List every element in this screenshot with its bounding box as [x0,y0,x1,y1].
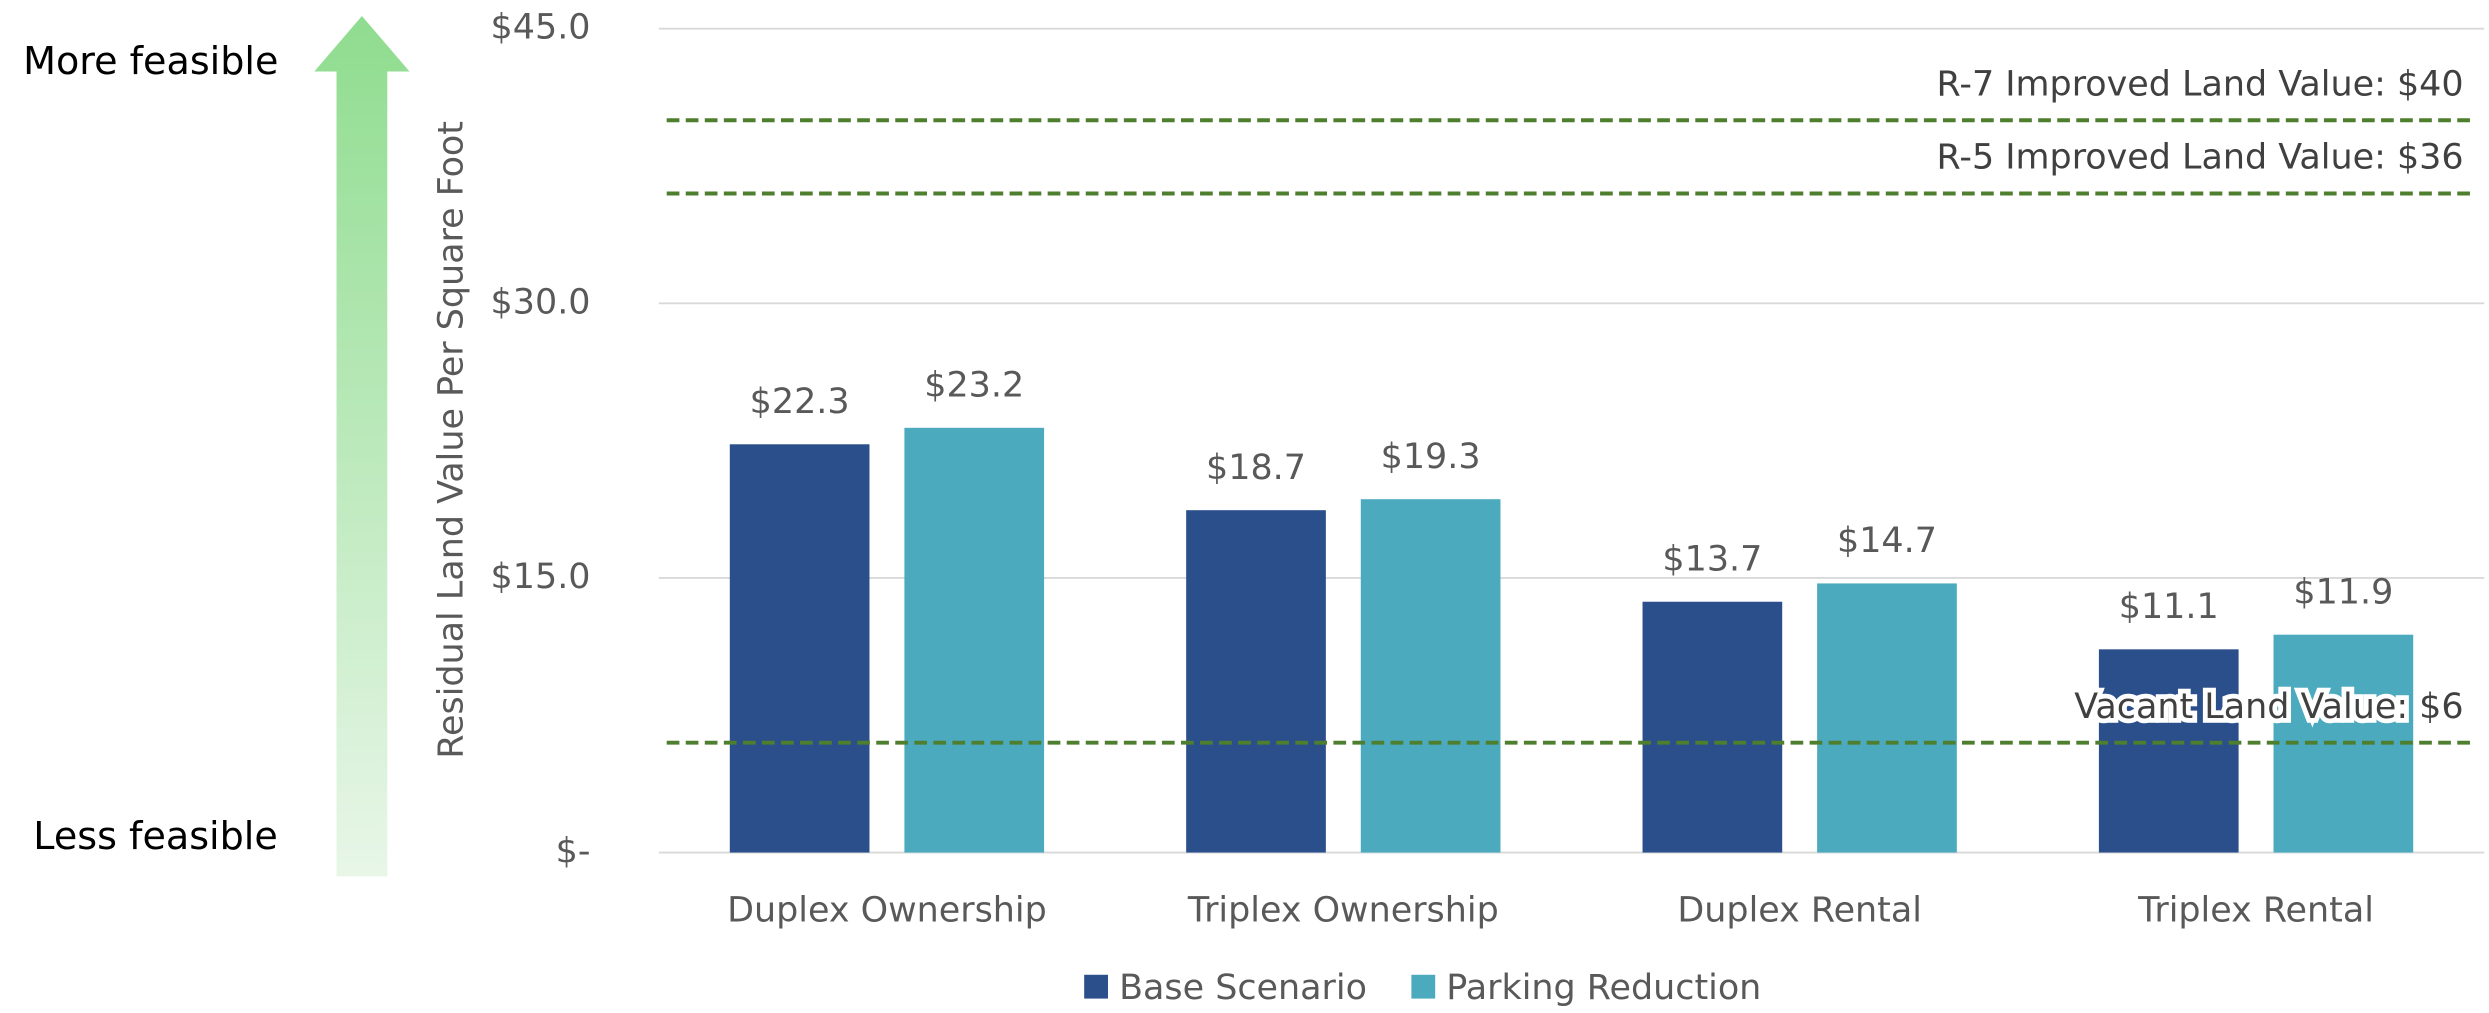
bar [1360,499,1501,853]
x-tick-label: Triplex Rental [2137,890,2374,930]
legend-swatch [1084,974,1108,999]
y-tick-label: $15.0 [491,557,591,597]
y-tick-label: $30.0 [491,282,591,322]
reference-label: Vacant Land Value: $6 [2074,687,2463,727]
y-tick-label: $- [556,832,591,872]
value-label: $11.1 [2119,587,2219,627]
legend-label: Base Scenario [1119,968,1367,1008]
x-tick-label: Triplex Ownership [1187,890,1499,930]
y-axis-label: Residual Land Value Per Square Foot [431,121,471,759]
bar [1186,510,1326,853]
value-label: $22.3 [750,382,850,422]
bar [1817,583,1957,853]
x-tick-label: Duplex Rental [1677,890,1922,930]
bar [904,427,1045,853]
reference-label: R-7 Improved Land Value: $40 [1937,64,2464,104]
feasibility-arrow [314,16,410,877]
legend-swatch [1411,974,1436,999]
bar [1642,601,1783,853]
value-label: $13.7 [1662,539,1762,579]
y-tick-label: $45.0 [491,8,591,48]
value-label: $11.9 [2293,572,2393,612]
bar [2098,649,2239,853]
side-label-bottom: Less feasible [33,814,278,858]
bar [729,444,870,853]
value-label: $18.7 [1206,448,1306,488]
value-label: $14.7 [1837,521,1937,561]
x-tick-label: Duplex Ownership [727,890,1047,930]
side-label-top: More feasible [23,39,278,83]
value-label: $19.3 [1381,437,1481,477]
legend-label: Parking Reduction [1446,968,1761,1008]
reference-label: R-5 Improved Land Value: $36 [1937,138,2464,178]
value-label: $23.2 [924,366,1024,406]
